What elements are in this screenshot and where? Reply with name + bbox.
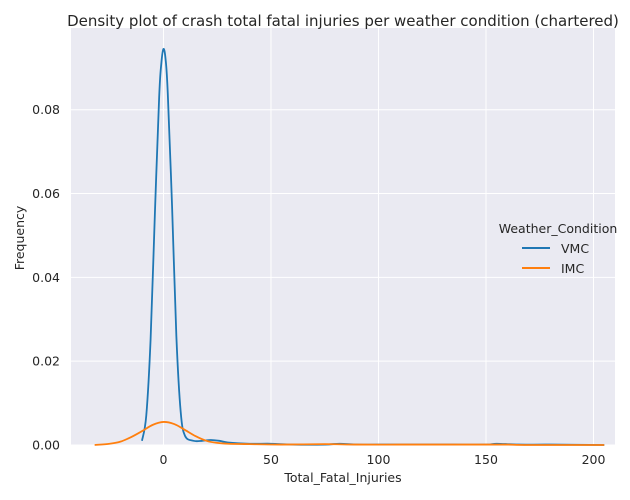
series-layer [94,48,605,446]
x-tick-label: 0 [159,452,167,467]
y-tick-label: 0.02 [32,354,60,369]
series-line-imc [94,421,605,446]
plot-background [71,28,615,445]
legend: Weather_Condition VMC IMC [499,221,618,276]
y-tick-label: 0.06 [32,186,60,201]
legend-label-imc: IMC [561,261,584,276]
x-tick-label: 150 [474,452,498,467]
y-tick-label: 0.04 [32,270,60,285]
y-tick-label: 0.08 [32,102,60,117]
x-tick-label: 200 [582,452,606,467]
y-axis-label: Frequency [12,205,27,270]
x-tick-label: 50 [263,452,279,467]
x-axis-label: Total_Fatal_Injuries [283,470,401,485]
ticks: 0 50 100 150 200 0.00 0.02 0.04 0.06 0.08 [32,102,605,467]
legend-label-vmc: VMC [561,241,589,256]
legend-title: Weather_Condition [499,221,618,236]
chart-title: Density plot of crash total fatal injuri… [67,12,619,30]
x-tick-label: 100 [367,452,391,467]
y-tick-label: 0.00 [32,438,60,453]
